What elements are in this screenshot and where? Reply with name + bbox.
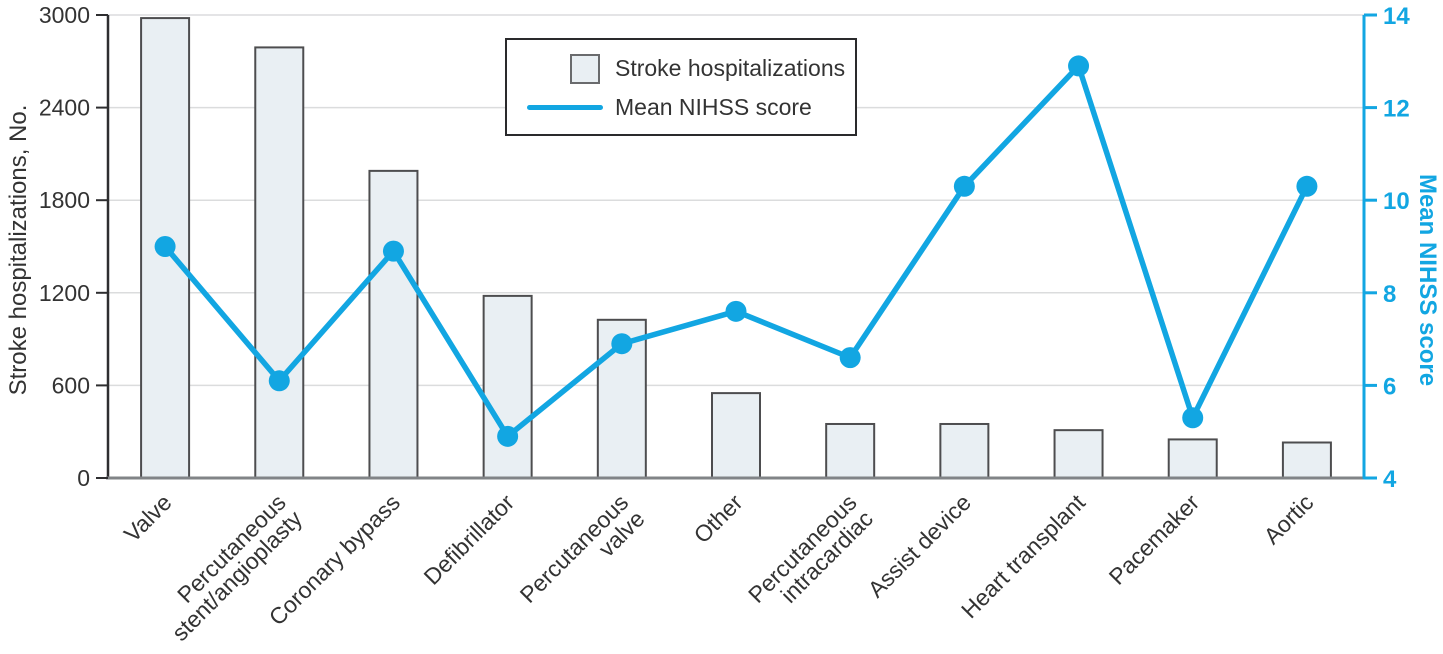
right-tick-label-12: 12 xyxy=(1383,96,1410,123)
bar-percutaneous-stent-angioplasty xyxy=(254,46,305,479)
point-assist-device xyxy=(953,175,975,197)
bar-coronary-bypass xyxy=(368,169,419,479)
legend: Stroke hospitalizations Mean NIHSS score xyxy=(505,38,857,136)
bar-swatch-icon xyxy=(570,53,600,84)
bar-assist-device xyxy=(939,422,990,480)
right-tick-label-8: 8 xyxy=(1383,281,1396,308)
legend-swatch-column xyxy=(527,104,607,110)
bar-aortic xyxy=(1281,441,1332,479)
category-label-percutaneous-intracardiac: Percutaneousintracardiac xyxy=(743,489,878,624)
axes xyxy=(106,15,1366,480)
point-percutaneous-valve xyxy=(611,333,633,355)
point-coronary-bypass xyxy=(382,240,404,262)
point-pacemaker xyxy=(1182,407,1204,429)
category-label-heart-transplant: Heart transplant xyxy=(956,489,1091,624)
right-tick-label-10: 10 xyxy=(1383,188,1410,215)
legend-row-bars: Stroke hospitalizations xyxy=(527,53,855,84)
right-tick-label-4: 4 xyxy=(1383,466,1397,493)
left-tick-label-600: 600 xyxy=(52,372,90,398)
left-tick-label-0: 0 xyxy=(77,465,90,491)
point-percutaneous-stent-angioplasty xyxy=(268,370,290,392)
point-aortic xyxy=(1296,175,1318,197)
bar-other xyxy=(711,392,761,479)
bar-percutaneous-intracardiac xyxy=(825,422,876,480)
left-tick-label-2400: 2400 xyxy=(39,95,90,121)
category-label-assist-device: Assist device xyxy=(863,489,976,602)
category-label-pacemaker: Pacemaker xyxy=(1104,489,1205,590)
category-label-aortic: Aortic xyxy=(1258,489,1318,549)
bar-series xyxy=(140,17,1332,480)
left-tick-label-3000: 3000 xyxy=(39,2,90,28)
right-axis-ticks: 4 6 8 10 12 14 xyxy=(1364,3,1410,493)
bar-heart-transplant xyxy=(1053,429,1104,480)
legend-swatch-column xyxy=(527,53,607,84)
category-label-percutaneous-valve: Percutaneousvalve xyxy=(515,489,650,624)
left-axis-title: Stroke hospitalizations, No. xyxy=(5,104,32,396)
point-defibrillator xyxy=(497,425,519,447)
left-tick-label-1800: 1800 xyxy=(39,187,90,213)
legend-label-line: Mean NIHSS score xyxy=(615,93,812,120)
category-label-other: Other xyxy=(688,489,747,548)
point-other xyxy=(725,300,747,322)
line-swatch-icon xyxy=(527,104,603,110)
legend-label-bars: Stroke hospitalizations xyxy=(615,55,846,81)
category-labels: ValvePercutaneousstent/angioplastyCorona… xyxy=(119,489,1319,646)
point-valve xyxy=(154,236,176,257)
right-tick-label-6: 6 xyxy=(1383,373,1396,400)
category-label-valve: Valve xyxy=(119,489,177,547)
line-series xyxy=(154,55,1318,447)
right-axis-title: Mean NIHSS score xyxy=(1414,173,1441,387)
legend-row-line: Mean NIHSS score xyxy=(527,94,855,121)
left-tick-label-1200: 1200 xyxy=(39,280,90,306)
point-percutaneous-intracardiac xyxy=(839,347,861,369)
category-label-defibrillator: Defibrillator xyxy=(419,489,520,590)
point-heart-transplant xyxy=(1068,55,1090,77)
bar-defibrillator xyxy=(482,294,533,479)
left-axis-ticks: 0 600 1200 1800 2400 3000 xyxy=(39,2,108,491)
bar-pacemaker xyxy=(1167,438,1218,479)
right-tick-label-14: 14 xyxy=(1383,3,1410,30)
